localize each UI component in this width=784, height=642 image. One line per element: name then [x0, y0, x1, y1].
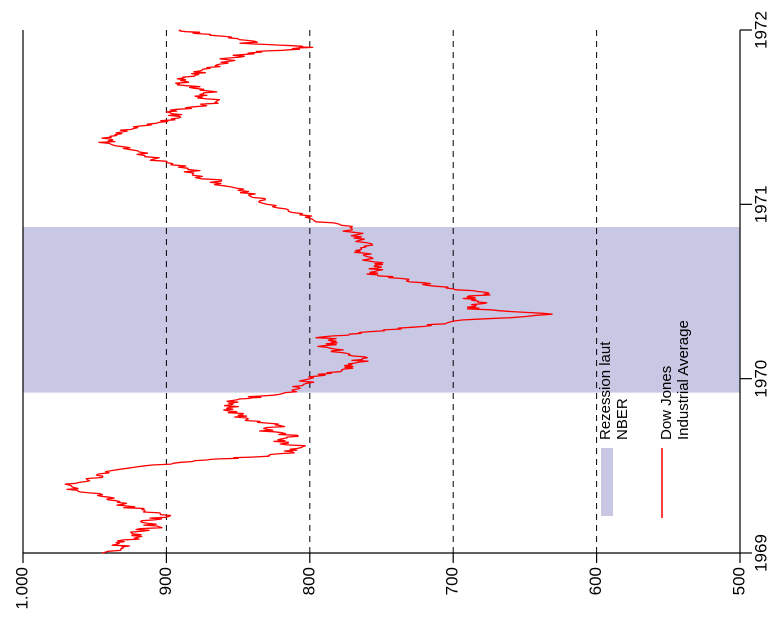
legend-recession-label: NBER — [614, 398, 631, 440]
time-tick-label: 1971 — [751, 185, 770, 223]
ticks-layer: 1969 1970 1971 1972 500 600 700 800 900 1.000 — [12, 11, 770, 609]
value-tick-label: 900 — [156, 567, 175, 595]
value-tick-label: 500 — [729, 567, 748, 595]
legend-dow-label: Dow Jones — [658, 366, 675, 440]
value-tick-label: 800 — [299, 567, 318, 595]
legend-dow-label: Industrial Average — [675, 320, 692, 440]
axes-layer — [22, 30, 741, 554]
legend-recession-swatch — [601, 448, 613, 516]
series-line-dow-jones — [64, 29, 553, 554]
legend-layer: Rezession laut NBER Dow Jones Industrial Av… — [597, 320, 692, 518]
legend-recession-label: Rezession laut — [597, 341, 614, 440]
recession-layer — [23, 226, 740, 393]
time-tick-label: 1972 — [751, 11, 770, 49]
time-tick-label: 1970 — [751, 360, 770, 398]
value-tick-label: 1.000 — [12, 567, 31, 610]
recession-band — [23, 226, 740, 393]
value-tick-label: 700 — [443, 567, 462, 595]
time-tick-label: 1969 — [751, 534, 770, 572]
series-layer — [64, 29, 553, 554]
value-tick-label: 600 — [586, 567, 605, 595]
